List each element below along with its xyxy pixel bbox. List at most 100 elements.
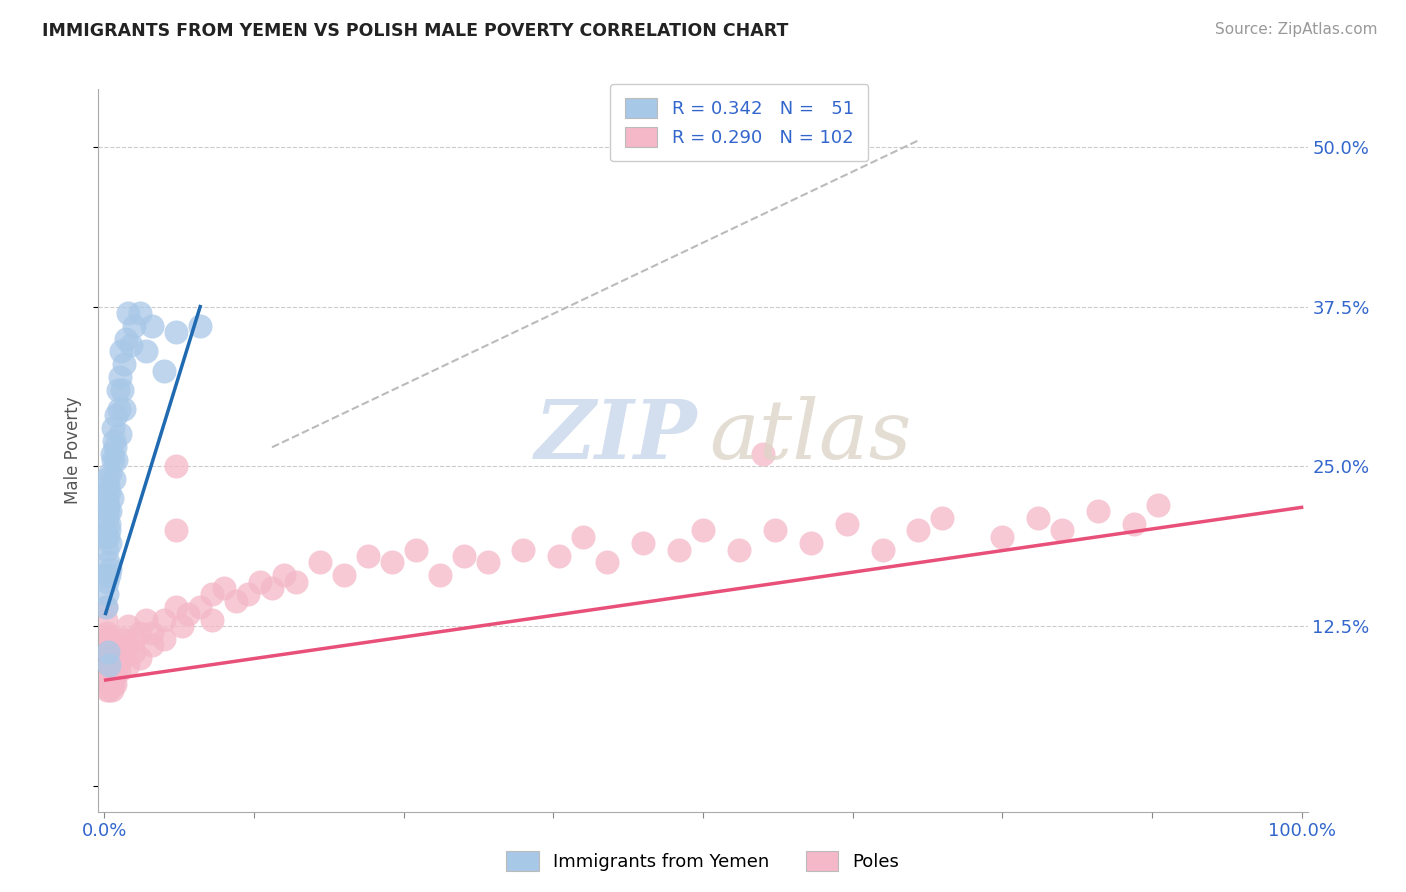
Point [111,383,134,397]
Point [165,459,187,474]
Point [124,318,146,333]
Point [96,574,118,589]
Point [108,427,131,442]
Text: Source: ZipAtlas.com: Source: ZipAtlas.com [1215,22,1378,37]
Point [763,524,786,538]
Point [165,600,187,615]
Point [273,568,295,582]
Point [153,363,176,377]
Point [907,524,929,538]
Point [212,581,235,595]
Point [115,639,138,653]
Point [115,332,138,346]
Point [103,670,125,684]
Point [97,555,120,569]
Point [96,657,118,672]
Point [1026,510,1049,524]
Point [96,491,118,506]
Point [1050,524,1073,538]
Point [141,639,163,653]
Point [94,530,117,544]
Point [100,639,122,653]
Point [98,683,121,698]
Point [100,651,122,665]
Point [97,645,120,659]
Point [97,530,120,544]
Point [100,491,122,506]
Point [188,318,211,333]
Point [105,639,128,653]
Point [188,600,211,615]
Point [97,664,120,678]
Point [96,472,118,486]
Point [107,664,129,678]
Point [135,344,157,359]
Point [105,657,128,672]
Point [97,504,120,518]
Point [104,677,127,691]
Text: IMMIGRANTS FROM YEMEN VS POLISH MALE POVERTY CORRELATION CHART: IMMIGRANTS FROM YEMEN VS POLISH MALE POV… [42,22,789,40]
Point [100,657,122,672]
Point [100,664,122,678]
Point [129,306,152,320]
Point [249,574,271,589]
Point [668,542,690,557]
Point [135,613,157,627]
Point [100,645,122,659]
Point [101,664,124,678]
Point [97,498,120,512]
Point [477,555,499,569]
Point [96,625,118,640]
Point [96,670,118,684]
Point [112,401,135,416]
Point [284,574,307,589]
Point [120,338,142,352]
Point [98,632,121,646]
Point [107,645,129,659]
Point [991,530,1014,544]
Point [94,568,117,582]
Point [98,524,121,538]
Point [100,632,122,646]
Point [572,530,595,544]
Point [201,587,224,601]
Point [108,370,131,384]
Point [260,581,283,595]
Point [97,677,120,691]
Point [111,651,134,665]
Point [103,645,125,659]
Point [405,542,427,557]
Point [94,657,117,672]
Point [835,516,858,531]
Point [117,619,139,633]
Point [98,516,121,531]
Point [225,593,247,607]
Point [165,325,187,339]
Point [124,632,146,646]
Point [96,664,118,678]
Point [105,409,128,423]
Point [453,549,475,563]
Point [94,613,117,627]
Point [96,645,118,659]
Point [101,453,124,467]
Point [1087,504,1109,518]
Point [141,318,163,333]
Point [129,625,152,640]
Point [111,632,134,646]
Legend: R = 0.342   N =   51, R = 0.290   N = 102: R = 0.342 N = 51, R = 0.290 N = 102 [610,84,869,161]
Point [100,677,122,691]
Point [101,651,124,665]
Point [172,619,194,633]
Point [728,542,751,557]
Point [96,639,118,653]
Point [101,421,124,435]
Point [596,555,619,569]
Point [357,549,380,563]
Point [98,670,121,684]
Point [100,466,122,480]
Point [631,536,654,550]
Point [129,651,152,665]
Point [153,613,176,627]
Point [94,651,117,665]
